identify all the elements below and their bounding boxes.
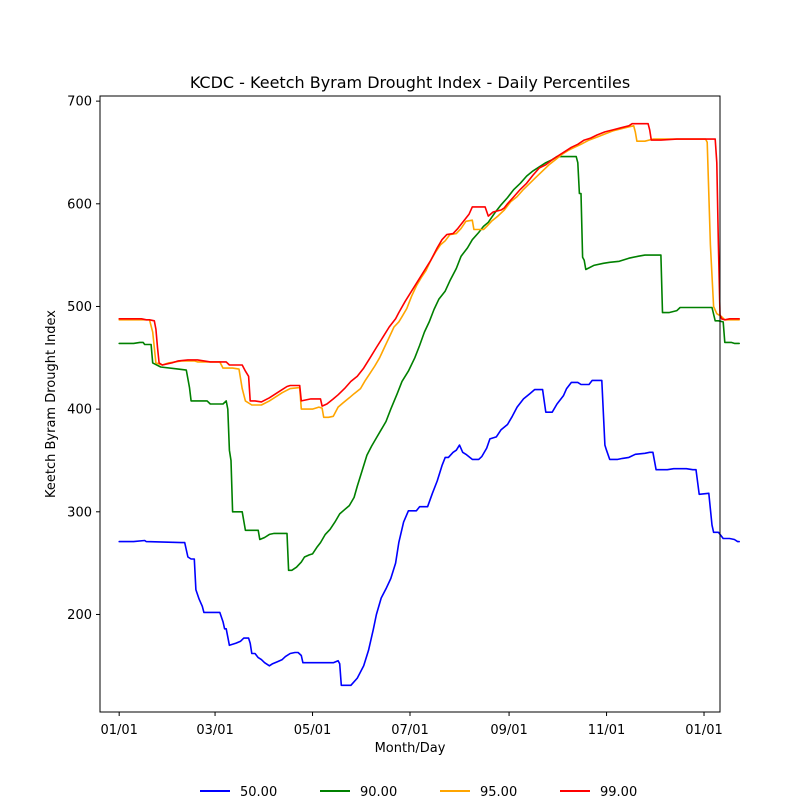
x-tick-label: 05/01 — [294, 723, 331, 738]
series-line-0 — [118, 379, 740, 687]
x-tick-label: 09/01 — [490, 723, 527, 738]
y-tick-label: 300 — [67, 505, 92, 520]
x-axis: 01/01 03/01 05/01 07/01 09/01 11/01 01/01 — [100, 712, 723, 738]
y-tick-label: 700 — [67, 95, 92, 110]
x-tick-label: 11/01 — [588, 723, 625, 738]
legend-label-1: 90.00 — [360, 785, 397, 800]
x-axis-label: Month/Day — [375, 741, 446, 756]
legend-label-0: 50.00 — [240, 785, 277, 800]
y-axis-label: Keetch Byram Drought Index — [44, 310, 59, 498]
series-line-1 — [118, 155, 740, 572]
plot-lines — [118, 122, 740, 687]
x-tick-label: 01/01 — [685, 723, 722, 738]
x-tick-label: 07/01 — [391, 723, 428, 738]
y-axis: 200 300 400 500 600 700 — [67, 95, 100, 623]
series-line-2 — [118, 125, 740, 419]
y-tick-label: 400 — [67, 403, 92, 418]
y-tick-label: 200 — [67, 608, 92, 623]
legend-label-3: 99.00 — [600, 785, 637, 800]
legend-label-2: 95.00 — [480, 785, 517, 800]
series-line-3 — [118, 122, 740, 407]
legend: 50.00 90.00 95.00 99.00 — [200, 785, 637, 800]
chart-title: KCDC - Keetch Byram Drought Index - Dail… — [190, 73, 630, 92]
y-tick-label: 500 — [67, 300, 92, 315]
x-tick-label: 01/01 — [100, 723, 137, 738]
y-tick-label: 600 — [67, 197, 92, 212]
x-tick-label: 03/01 — [196, 723, 233, 738]
